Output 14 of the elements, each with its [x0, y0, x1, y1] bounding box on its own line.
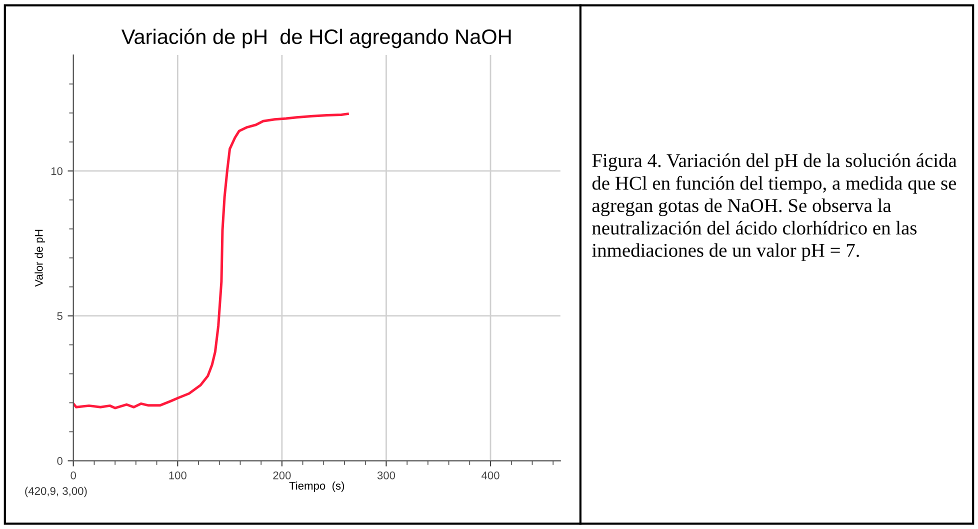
y-tick-label: 10 — [51, 167, 62, 176]
x-tick-label: 300 — [377, 471, 396, 480]
chart-title: Variación de pH de HCl agregando NaOH — [121, 28, 511, 48]
x-axis-title: Tiempo (s) — [289, 482, 344, 492]
y-axis-title: Valor de pH — [34, 230, 46, 287]
y-tick-label: 0 — [57, 457, 62, 465]
text: Figura 4. Variación del pH de la solución ácida de HCl en función del tiempo, a medida que se agregan gotas de NaOH. Se observa la neutralización del ácido clorhídrico en las inmediaciones de un valor pH = 7. — [592, 153, 957, 261]
x-tick-label: 400 — [482, 471, 500, 480]
x-tick-label: 200 — [273, 471, 291, 480]
text: (420,9, 3,00) — [25, 486, 87, 498]
y-tick-label: 5 — [57, 312, 62, 320]
line-series — [73, 112, 349, 410]
x-tick-label: 100 — [169, 471, 186, 480]
x-tick-label: 0 — [70, 471, 76, 480]
